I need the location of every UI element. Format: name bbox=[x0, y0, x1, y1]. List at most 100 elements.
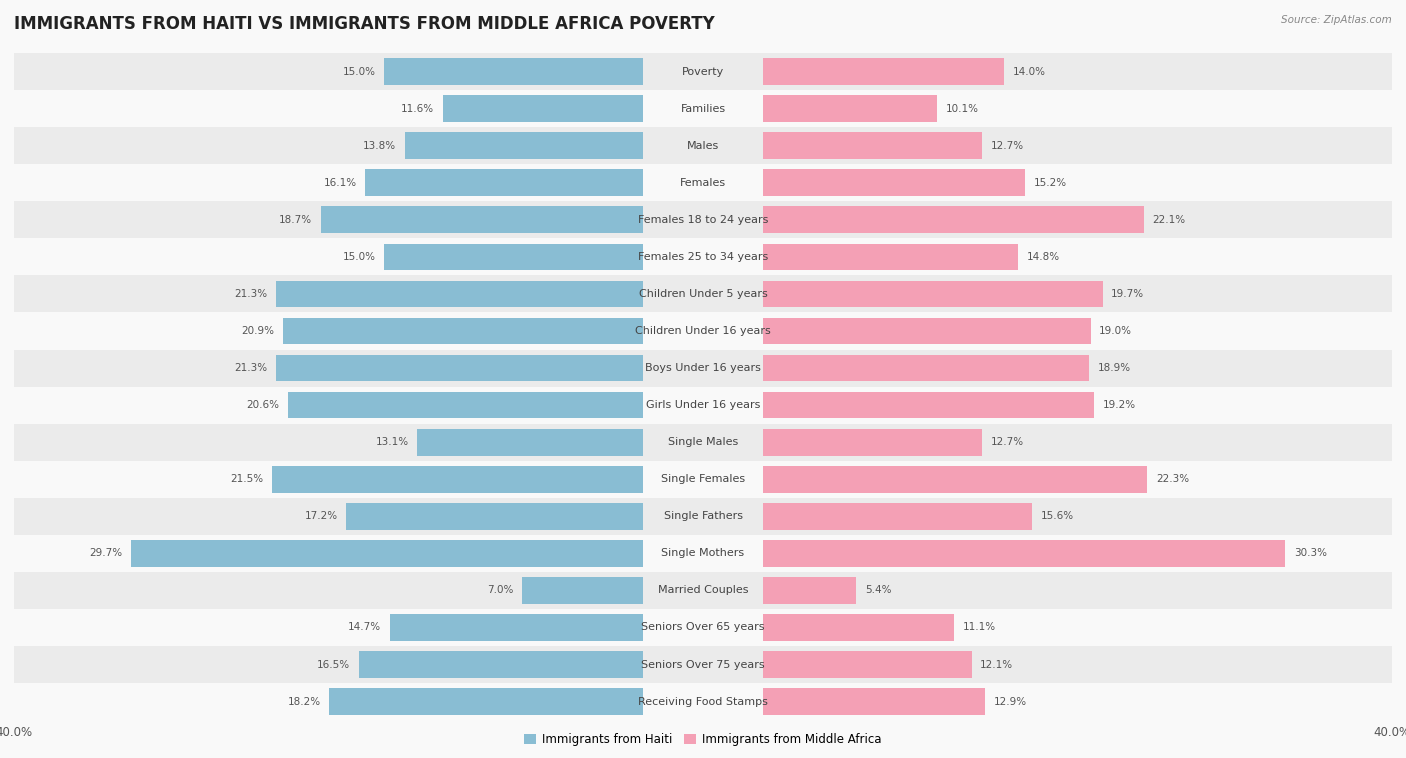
Text: 16.5%: 16.5% bbox=[316, 659, 350, 669]
Bar bbox=[14, 53, 1392, 90]
Bar bbox=[763, 577, 856, 603]
Bar bbox=[14, 461, 1392, 498]
Text: 19.2%: 19.2% bbox=[1102, 400, 1136, 410]
Bar bbox=[359, 651, 643, 678]
Bar bbox=[763, 355, 1088, 381]
Text: Poverty: Poverty bbox=[682, 67, 724, 77]
Text: Single Fathers: Single Fathers bbox=[664, 512, 742, 522]
Text: Source: ZipAtlas.com: Source: ZipAtlas.com bbox=[1281, 15, 1392, 25]
Text: 21.5%: 21.5% bbox=[231, 475, 264, 484]
Text: 12.7%: 12.7% bbox=[991, 141, 1024, 151]
Text: Children Under 16 years: Children Under 16 years bbox=[636, 326, 770, 336]
Bar bbox=[763, 243, 1018, 270]
Bar bbox=[14, 498, 1392, 535]
Text: 22.3%: 22.3% bbox=[1156, 475, 1189, 484]
Text: Boys Under 16 years: Boys Under 16 years bbox=[645, 363, 761, 373]
Bar bbox=[763, 170, 1025, 196]
Bar bbox=[763, 466, 1147, 493]
Bar bbox=[384, 243, 643, 270]
Bar bbox=[366, 170, 643, 196]
Text: 17.2%: 17.2% bbox=[305, 512, 337, 522]
Text: 15.2%: 15.2% bbox=[1033, 178, 1067, 188]
Text: Girls Under 16 years: Girls Under 16 years bbox=[645, 400, 761, 410]
Bar bbox=[763, 392, 1094, 418]
Bar bbox=[389, 614, 643, 641]
Bar bbox=[14, 127, 1392, 164]
Text: Families: Families bbox=[681, 104, 725, 114]
Text: 10.1%: 10.1% bbox=[946, 104, 979, 114]
Bar bbox=[321, 206, 643, 233]
Bar bbox=[14, 238, 1392, 275]
Text: 14.0%: 14.0% bbox=[1012, 67, 1046, 77]
Text: 14.7%: 14.7% bbox=[347, 622, 381, 632]
Bar bbox=[405, 133, 643, 159]
Bar bbox=[763, 96, 938, 122]
Text: Males: Males bbox=[688, 141, 718, 151]
Bar bbox=[384, 58, 643, 85]
Text: 15.0%: 15.0% bbox=[343, 252, 375, 262]
Bar bbox=[763, 688, 986, 715]
Text: Seniors Over 65 years: Seniors Over 65 years bbox=[641, 622, 765, 632]
Bar bbox=[14, 572, 1392, 609]
Bar bbox=[14, 535, 1392, 572]
Bar bbox=[14, 424, 1392, 461]
Text: 22.1%: 22.1% bbox=[1153, 215, 1185, 225]
Text: 20.6%: 20.6% bbox=[246, 400, 280, 410]
Text: 12.9%: 12.9% bbox=[994, 697, 1028, 706]
Bar bbox=[276, 280, 643, 307]
Bar bbox=[346, 503, 643, 530]
Text: 11.6%: 11.6% bbox=[401, 104, 434, 114]
Bar bbox=[14, 312, 1392, 349]
Bar bbox=[763, 429, 981, 456]
Bar bbox=[763, 614, 955, 641]
Bar bbox=[763, 540, 1285, 567]
Text: 19.7%: 19.7% bbox=[1111, 289, 1144, 299]
Text: 21.3%: 21.3% bbox=[235, 363, 267, 373]
Bar bbox=[329, 688, 643, 715]
Text: Single Mothers: Single Mothers bbox=[661, 548, 745, 559]
Text: Females 18 to 24 years: Females 18 to 24 years bbox=[638, 215, 768, 225]
Bar bbox=[14, 683, 1392, 720]
Text: Children Under 5 years: Children Under 5 years bbox=[638, 289, 768, 299]
Bar bbox=[418, 429, 643, 456]
Bar bbox=[276, 355, 643, 381]
Text: Females: Females bbox=[681, 178, 725, 188]
Bar bbox=[131, 540, 643, 567]
Bar bbox=[14, 349, 1392, 387]
Text: Females 25 to 34 years: Females 25 to 34 years bbox=[638, 252, 768, 262]
Bar bbox=[763, 651, 972, 678]
Bar bbox=[763, 206, 1144, 233]
Bar bbox=[14, 164, 1392, 202]
Text: 18.9%: 18.9% bbox=[1098, 363, 1130, 373]
Bar bbox=[14, 202, 1392, 238]
Bar bbox=[763, 318, 1091, 344]
Bar bbox=[273, 466, 643, 493]
Text: 11.1%: 11.1% bbox=[963, 622, 997, 632]
Text: 12.7%: 12.7% bbox=[991, 437, 1024, 447]
Bar bbox=[763, 280, 1102, 307]
Text: Single Males: Single Males bbox=[668, 437, 738, 447]
Bar bbox=[443, 96, 643, 122]
Bar bbox=[14, 275, 1392, 312]
Text: 29.7%: 29.7% bbox=[90, 548, 122, 559]
Bar bbox=[14, 387, 1392, 424]
Text: 14.8%: 14.8% bbox=[1026, 252, 1060, 262]
Text: 20.9%: 20.9% bbox=[242, 326, 274, 336]
Text: Married Couples: Married Couples bbox=[658, 585, 748, 595]
Text: 18.7%: 18.7% bbox=[278, 215, 312, 225]
Bar bbox=[763, 133, 981, 159]
Bar bbox=[522, 577, 643, 603]
Bar bbox=[288, 392, 643, 418]
Text: 18.2%: 18.2% bbox=[287, 697, 321, 706]
Text: 30.3%: 30.3% bbox=[1294, 548, 1327, 559]
Text: 12.1%: 12.1% bbox=[980, 659, 1014, 669]
Legend: Immigrants from Haiti, Immigrants from Middle Africa: Immigrants from Haiti, Immigrants from M… bbox=[520, 728, 886, 751]
Bar bbox=[14, 609, 1392, 646]
Bar bbox=[14, 90, 1392, 127]
Text: 7.0%: 7.0% bbox=[486, 585, 513, 595]
Text: 21.3%: 21.3% bbox=[235, 289, 267, 299]
Bar bbox=[763, 503, 1032, 530]
Text: 15.0%: 15.0% bbox=[343, 67, 375, 77]
Text: 5.4%: 5.4% bbox=[865, 585, 891, 595]
Text: 15.6%: 15.6% bbox=[1040, 512, 1074, 522]
